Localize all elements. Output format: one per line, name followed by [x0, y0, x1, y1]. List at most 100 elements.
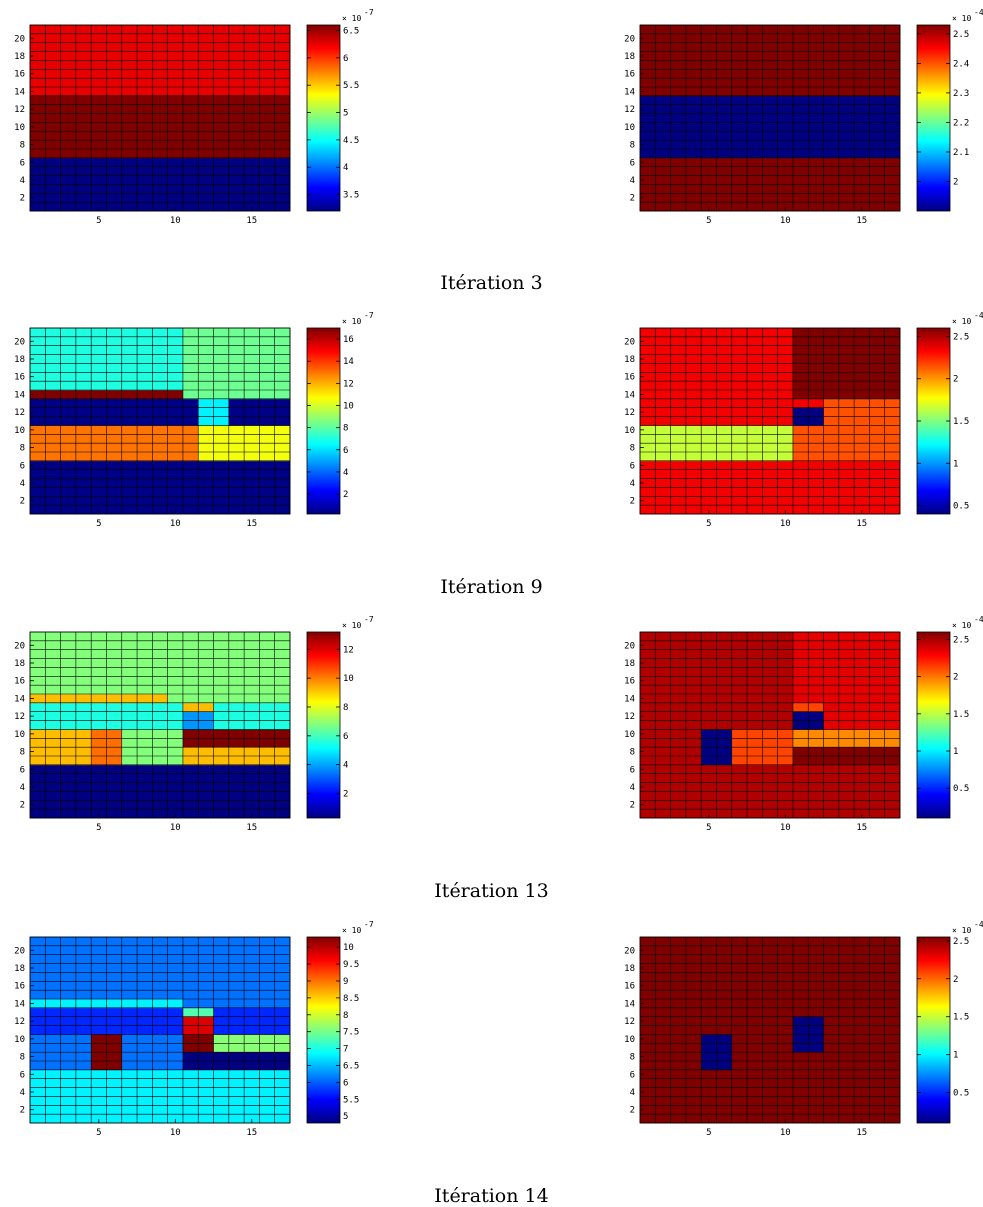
heatmap-cell	[731, 140, 748, 150]
heatmap-cell	[747, 372, 763, 382]
x-tick-label: 15	[856, 519, 867, 529]
heatmap-cell	[640, 999, 656, 1009]
heatmap-cell	[747, 764, 763, 775]
heatmap-cell	[655, 963, 671, 973]
heatmap-cell	[167, 33, 184, 44]
heatmap-cell	[75, 104, 92, 114]
y-tick-label: 8	[630, 1053, 635, 1063]
heatmap-cell	[777, 702, 794, 713]
heatmap-cell	[152, 140, 168, 150]
heatmap-cell	[640, 809, 656, 819]
heatmap-cell	[91, 632, 107, 642]
heatmap-cell	[60, 1069, 77, 1080]
heatmap-cell	[60, 416, 77, 426]
colorbar-tick-label: 1	[953, 1051, 958, 1061]
heatmap-cell	[244, 990, 260, 1000]
heatmap-cell	[45, 122, 61, 132]
heatmap-cell	[777, 131, 794, 141]
y-tick-label: 2	[20, 194, 25, 204]
heatmap-cell	[869, 478, 886, 488]
heatmap-cell	[91, 42, 107, 52]
heatmap-cell	[60, 667, 77, 677]
heatmap-cell	[655, 1096, 671, 1106]
heatmap-cell	[823, 990, 840, 1000]
heatmap-cell	[259, 1061, 276, 1071]
heatmap-cell	[869, 1105, 886, 1115]
heatmap-cell	[91, 184, 107, 194]
heatmap-cell	[869, 51, 886, 61]
heatmap-cell	[854, 398, 870, 409]
heatmap-cell	[747, 694, 763, 704]
heatmap-cell	[731, 649, 748, 659]
heatmap-cell	[244, 1034, 260, 1044]
y-tick-label: 8	[20, 444, 25, 454]
heatmap-cell	[30, 702, 46, 713]
heatmap-cell	[823, 1078, 840, 1088]
heatmap-cell	[152, 809, 168, 819]
heatmap-cell	[716, 425, 733, 435]
x-tick-label: 15	[246, 823, 257, 833]
heatmap-cell	[792, 954, 809, 964]
heatmap-cell	[640, 990, 656, 1000]
y-tick-label: 4	[630, 176, 635, 186]
heatmap-cell	[808, 1052, 824, 1062]
colorbar-tick-label: 6	[343, 446, 348, 456]
heatmap-cell	[106, 658, 123, 668]
heatmap-cell	[274, 460, 291, 471]
heatmap-cell	[808, 175, 824, 185]
heatmap-cell	[30, 175, 46, 185]
heatmap-cell	[640, 658, 656, 668]
heatmap-cell	[106, 452, 123, 462]
heatmap-cell	[701, 658, 717, 668]
heatmap-cell	[777, 954, 794, 964]
heatmap-cell	[121, 729, 138, 739]
heatmap-cell	[198, 711, 214, 721]
heatmap-cell	[854, 354, 870, 364]
heatmap-cell	[731, 791, 748, 801]
heatmap-cell	[137, 937, 153, 947]
heatmap-cell	[182, 738, 199, 748]
heatmap-cell	[762, 496, 778, 506]
heatmap-cell	[869, 1114, 886, 1124]
heatmap-cell	[274, 25, 291, 35]
heatmap-cell	[121, 1096, 138, 1106]
heatmap-cell	[106, 640, 123, 651]
heatmap-cell	[137, 33, 153, 44]
heatmap-cell	[91, 363, 107, 373]
heatmap-cell	[640, 496, 656, 506]
axes-frame	[639, 936, 901, 1124]
heatmap-cell	[91, 505, 107, 515]
heatmap-cell	[60, 78, 77, 88]
heatmap-cell	[838, 434, 855, 444]
heatmap-cell	[731, 372, 748, 382]
heatmap-cell	[640, 676, 656, 686]
heatmap-cell	[685, 649, 702, 659]
heatmap-cell	[792, 1007, 809, 1018]
heatmap-cell	[244, 685, 260, 695]
colorbar-tick-label: 14	[343, 357, 354, 367]
heatmap-cell	[106, 381, 123, 391]
heatmap-cell	[182, 676, 199, 686]
heatmap-cell	[823, 1007, 840, 1018]
heatmap-cell	[685, 425, 702, 435]
heatmap-cell	[792, 720, 809, 730]
heatmap-cell	[762, 945, 778, 956]
heatmap-cell	[259, 140, 276, 150]
heatmap-cell	[60, 166, 77, 176]
heatmap-cell	[167, 372, 184, 382]
heatmap-cell	[106, 122, 123, 132]
heatmap-cell	[60, 478, 77, 488]
heatmap-cell	[274, 407, 291, 417]
heatmap-cell	[808, 363, 824, 373]
heatmap-cell	[198, 791, 214, 801]
heatmap-cell	[75, 1034, 92, 1044]
heatmap-cell	[716, 372, 733, 382]
heatmap-cell	[701, 782, 717, 792]
heatmap-cell	[30, 469, 46, 479]
heatmap-cell	[869, 443, 886, 453]
heatmap-cell	[685, 381, 702, 391]
heatmap-cell	[244, 372, 260, 382]
heatmap-cell	[106, 51, 123, 61]
heatmap-cell	[792, 33, 809, 44]
heatmap-cell	[213, 694, 230, 704]
